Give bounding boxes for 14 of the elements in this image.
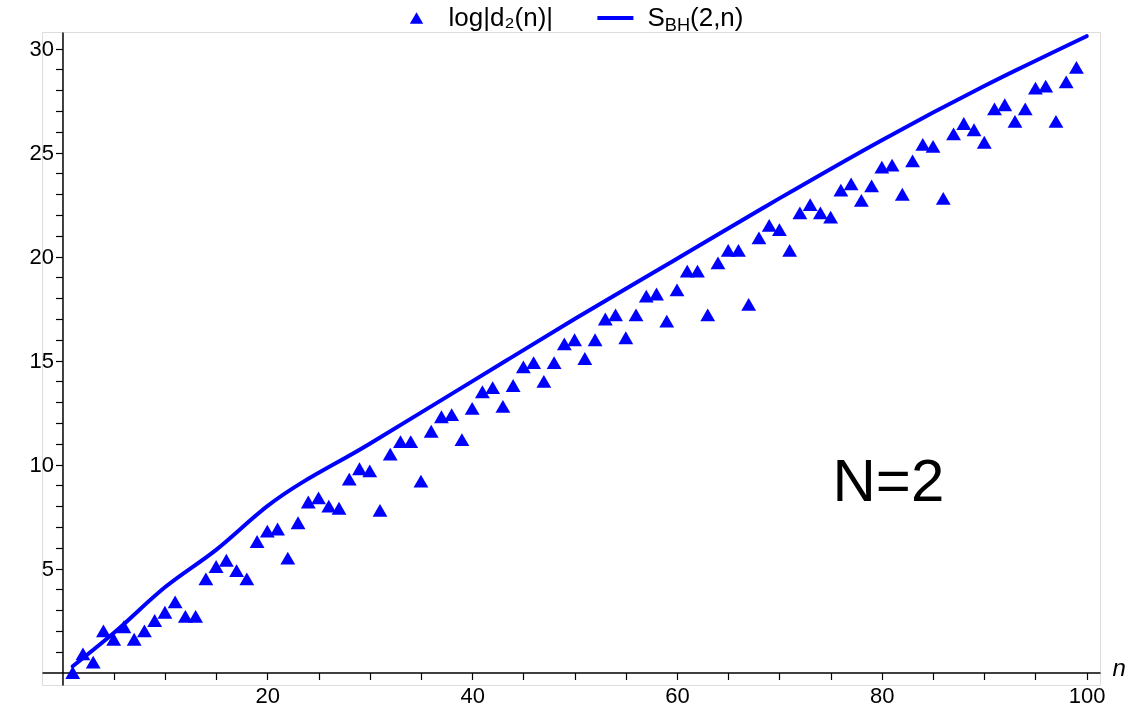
x-axis-title: n	[1112, 654, 1126, 682]
legend-label: log|d₂(n)|	[448, 2, 554, 32]
y-tick-label: 25	[29, 140, 54, 166]
annotation: N=2	[832, 446, 945, 514]
y-tick-label: 20	[29, 244, 54, 270]
y-tick-label: 5	[41, 556, 54, 582]
x-tick-label: 40	[460, 683, 485, 709]
y-tick-label: 10	[29, 452, 54, 478]
x-tick-label: 100	[1068, 683, 1106, 709]
y-tick-label: 30	[29, 36, 54, 62]
x-tick-label: 20	[255, 683, 281, 709]
x-tick-label: 80	[870, 683, 895, 709]
y-tick-label: 15	[29, 348, 54, 374]
x-tick-label: 60	[665, 683, 690, 709]
